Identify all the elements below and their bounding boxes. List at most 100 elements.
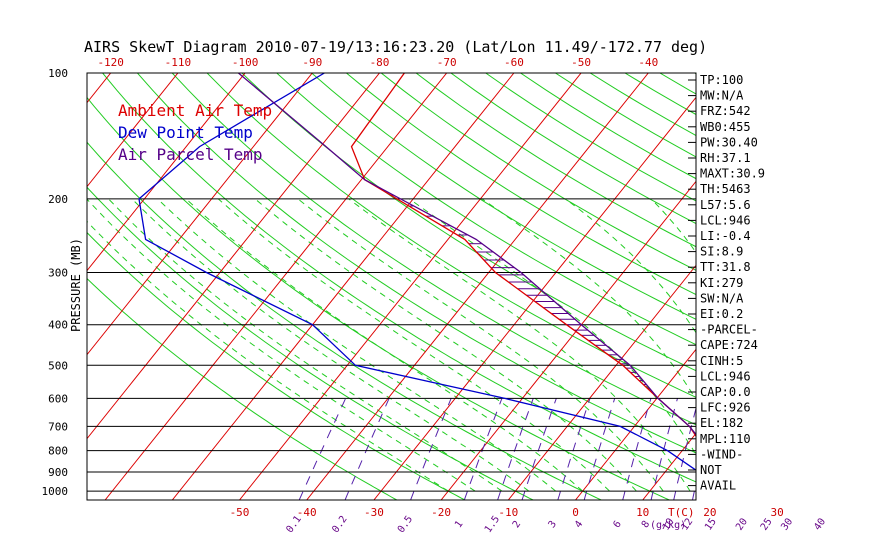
mixing-ratio-line (410, 398, 452, 500)
mixing-ratio-tick-label: 0.5 (396, 514, 415, 535)
dewpoint-line (138, 73, 696, 471)
isotherm (373, 96, 696, 500)
isotherm (87, 73, 179, 188)
top-temp-tick-label: -100 (232, 56, 259, 69)
index-label: TP:100 (700, 73, 743, 87)
isotherm (844, 73, 870, 500)
bottom-temp-tick-label: 30 (770, 506, 783, 519)
mixing-ratio-tick-label: 1 (453, 519, 465, 530)
chart-curves (138, 73, 696, 471)
dry-adiabat (485, 73, 696, 202)
top-temp-tick-label: -80 (370, 56, 390, 69)
isotherm (440, 180, 696, 500)
mixing-ratio-unit: (g/kg) (650, 520, 686, 531)
index-label: CINH:5 (700, 354, 743, 368)
bottom-temp-tick-label: -40 (297, 506, 317, 519)
bottom-temp-tick-label: 10 (636, 506, 649, 519)
parcel-temp-line (237, 73, 696, 436)
top-temp-tick-label: -70 (437, 56, 457, 69)
mixing-ratio-line (772, 398, 791, 500)
index-label: CAPE:724 (700, 338, 758, 352)
moist-adiabat (348, 198, 691, 492)
dry-adiabat (206, 73, 696, 398)
index-label: AVAIL (700, 479, 736, 493)
dry-adiabat (346, 73, 696, 296)
index-label: KI:279 (700, 276, 743, 290)
bottom-temp-tick-label: -20 (431, 506, 451, 519)
dry-adiabat (380, 73, 696, 271)
moist-adiabat (87, 220, 449, 492)
index-label: TT:31.8 (700, 260, 751, 274)
index-label: LI:-0.4 (700, 229, 751, 243)
moist-adiabat (87, 198, 476, 492)
pressure-tick-label: 800 (48, 445, 68, 458)
isotherm (171, 73, 515, 500)
chart-axes: 0.1 0.2 0.5 1 1.5 2 3 4 6 8 10 12 15 20 25 30 40(g/kg)10… (42, 56, 829, 535)
isotherm (777, 73, 870, 500)
mixing-ratio-tick-label: 6 (611, 519, 623, 530)
mixing-ratio-tick-label: 0.2 (330, 514, 349, 535)
index-label: EI:0.2 (700, 307, 743, 321)
legend-entry: Ambient Air Temp (118, 101, 272, 120)
isotherm (575, 348, 696, 500)
dry-adiabat (87, 96, 670, 500)
moist-adiabat (185, 198, 583, 492)
dry-adiabat (241, 73, 696, 372)
top-temp-tick-label: -60 (504, 56, 524, 69)
index-label: MAXT:30.9 (700, 167, 765, 181)
index-label: SW:N/A (700, 291, 744, 305)
index-label: MPL:110 (700, 432, 751, 446)
pressure-tick-label: 200 (48, 193, 68, 206)
moist-adiabat (409, 198, 696, 456)
index-label: CAP:0.0 (700, 385, 751, 399)
index-label: LFC:926 (700, 401, 751, 415)
top-temp-tick-label: -90 (302, 56, 322, 69)
mixing-ratio-line (521, 398, 557, 500)
mixing-ratio-line (463, 398, 503, 500)
dry-adiabat (276, 73, 696, 346)
dry-adiabat (102, 73, 696, 483)
top-temp-tick-label: -110 (165, 56, 192, 69)
pressure-tick-label: 500 (48, 359, 68, 372)
dry-adiabat (171, 73, 696, 426)
top-temp-tick-label: -40 (638, 56, 658, 69)
pressure-tick-label: 700 (48, 420, 68, 433)
index-label: EL:182 (700, 416, 743, 430)
isotherm (87, 73, 313, 356)
ambient-temp-line (350, 73, 696, 438)
mixing-ratio-line (825, 398, 840, 500)
dry-adiabat (659, 73, 696, 95)
mixing-ratio-line (344, 398, 390, 500)
index-label: PW:30.40 (700, 135, 758, 149)
pressure-tick-label: 900 (48, 466, 68, 479)
chart-legend: Ambient Air Temp Dew Point Temp Air Parcel… (118, 101, 272, 164)
index-label: NOT (700, 463, 722, 477)
bottom-temp-tick-label: 20 (703, 506, 716, 519)
y-axis-label: PRESSURE (MB) (69, 238, 83, 332)
moist-adiabat (131, 198, 530, 492)
mixing-ratio-tick-label: 20 (734, 516, 750, 532)
index-label: SI:8.9 (700, 245, 743, 259)
top-temp-tick-label: -50 (571, 56, 591, 69)
chart-title: AIRS SkewT Diagram 2010-07-19/13:16:23.2… (84, 38, 707, 56)
mixing-ratio-line (673, 406, 696, 500)
legend-entry: Air Parcel Temp (118, 145, 263, 164)
isotherm (0, 73, 44, 500)
dry-adiabat (87, 186, 534, 500)
index-label: WB0:455 (700, 120, 751, 134)
dry-adiabat (137, 73, 696, 454)
dry-adiabat (87, 231, 466, 500)
mixing-ratio-tick-label: 3 (547, 519, 559, 530)
dry-adiabat (87, 277, 398, 500)
isotherm (306, 73, 649, 500)
dry-adiabat (311, 73, 696, 320)
pressure-tick-label: 1000 (42, 485, 69, 498)
plot-frame (86, 72, 697, 501)
index-label: FRZ:542 (700, 104, 751, 118)
bottom-temp-unit: T(C) (668, 506, 695, 519)
moist-adiabat (108, 198, 503, 492)
bottom-temp-tick-label: -50 (230, 506, 250, 519)
pressure-tick-label: 300 (48, 267, 68, 280)
pressure-tick-label: 400 (48, 319, 68, 332)
